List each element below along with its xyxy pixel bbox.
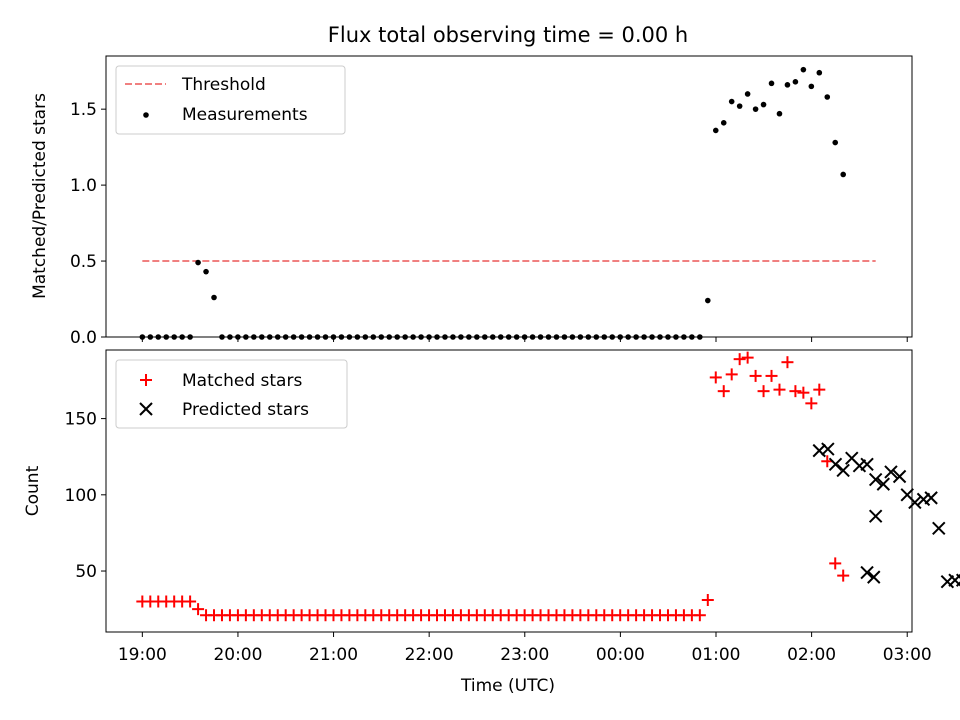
legend-measurements-label: Measurements: [182, 105, 308, 125]
x-tick-label: 03:00: [883, 645, 932, 665]
matched-star-point: [765, 369, 778, 382]
top-axes: 0.0 0.5 1.0 1.5 Matched/Predicted stars Thr…: [30, 55, 913, 348]
measurement-point: [792, 79, 799, 85]
predicted-star-point: [836, 463, 850, 478]
measurement-point: [808, 83, 815, 90]
predicted-star-point: [955, 573, 960, 587]
bottom-axes: 50 100 150 19:00 20:00 21:00 22:00 23:00 00:00 0…: [23, 349, 960, 665]
predicted-star-point: [821, 442, 835, 456]
legend-matched-label: Matched stars: [182, 371, 302, 391]
x-axis-label: Time (UTC): [460, 676, 555, 696]
bottom-x-ticks: 19:00 20:00 21:00 22:00 23:00 00:00 01:00 02:00…: [118, 632, 932, 665]
predicted-star-point: [876, 477, 891, 491]
measurement-point: [784, 82, 791, 88]
measurement-point: [752, 106, 759, 112]
top-y-axis-label: Matched/Predicted stars: [30, 93, 50, 299]
matched-star-point: [717, 385, 730, 398]
top-legend: Threshold Measurements: [115, 65, 346, 135]
legend-threshold-label: Threshold: [181, 75, 266, 95]
bottom-marks: [136, 351, 960, 622]
y-tick-label: 100: [65, 486, 97, 506]
legend-predicted-label: Predicted stars: [182, 400, 309, 420]
bottom-legend: Matched stars Predicted stars: [115, 359, 348, 429]
x-tick-label: 20:00: [213, 645, 262, 665]
matched-star-point: [757, 385, 770, 398]
matched-star-point: [192, 603, 205, 616]
measurement-point: [203, 268, 209, 275]
measurement-point: [195, 259, 201, 266]
y-tick-label: 0.5: [70, 252, 97, 272]
matched-star-point: [781, 356, 794, 369]
measurement-point: [712, 127, 719, 134]
matched-star-point: [797, 386, 810, 399]
predicted-star-point: [892, 469, 907, 484]
predicted-star-point: [860, 457, 874, 472]
y-tick-label: 1.5: [70, 100, 97, 120]
matched-star-point: [701, 593, 714, 606]
measurement-point: [744, 91, 751, 97]
bottom-legend-box: [115, 359, 348, 429]
matched-star-point: [805, 397, 818, 410]
x-tick-label: 02:00: [787, 645, 836, 665]
y-tick-label: 50: [75, 562, 97, 582]
bottom-y-ticks: 50 100 150: [65, 410, 106, 582]
matched-star-point: [733, 353, 746, 366]
figure-title: Flux total observing time = 0.00 h: [328, 23, 688, 47]
predicted-star-point: [932, 521, 946, 536]
matched-star-point: [709, 371, 722, 384]
measurement-point: [728, 98, 735, 105]
matched-star-point: [693, 609, 706, 622]
bottom-axes-frame: [105, 349, 913, 633]
matched-star-point: [749, 369, 762, 382]
matched-star-point: [829, 557, 842, 570]
y-tick-label: 1.0: [70, 176, 97, 196]
matched-star-point: [773, 383, 786, 396]
x-tick-label: 01:00: [691, 645, 740, 665]
x-tick-label: 19:00: [118, 645, 167, 665]
matched-legend-marker: [140, 374, 152, 386]
top-legend-box: [115, 65, 346, 135]
x-tick-label: 00:00: [596, 645, 645, 665]
matched-star-point: [184, 595, 197, 608]
top-y-ticks: 0.0 0.5 1.0 1.5: [70, 100, 106, 348]
measurement-point: [800, 66, 807, 73]
measurement-point: [705, 297, 711, 304]
matched-star-point: [789, 385, 802, 398]
measurement-point: [720, 120, 727, 126]
x-tick-label: 23:00: [500, 645, 549, 665]
predicted-star-point: [860, 565, 874, 580]
measurements-legend-marker: [143, 112, 149, 118]
top-axes-frame: [105, 55, 913, 338]
matched-star-point: [837, 569, 850, 582]
predicted-star-point: [884, 465, 898, 479]
predicted-legend-marker: [139, 402, 153, 416]
x-tick-label: 22:00: [405, 645, 454, 665]
predicted-star-point: [868, 509, 883, 523]
x-tick-label: 21:00: [309, 645, 358, 665]
predicted-star-point: [908, 495, 922, 510]
measurement-point: [832, 139, 839, 146]
measurement-point: [760, 101, 767, 108]
predicted-star-point: [867, 570, 881, 584]
bottom-y-axis-label: Count: [23, 465, 43, 516]
top-marks: [139, 66, 876, 340]
predicted-star-point: [868, 472, 883, 487]
measurement-point: [816, 69, 823, 76]
matched-star-point: [741, 351, 754, 364]
predicted-star-point: [924, 491, 938, 505]
measurement-point: [768, 80, 775, 87]
measurement-point: [824, 94, 831, 100]
measurement-point: [736, 103, 743, 109]
measurement-point: [840, 171, 846, 178]
measurement-point: [776, 110, 783, 117]
measurement-point: [211, 294, 217, 301]
matched-star-point: [725, 368, 738, 381]
y-tick-label: 150: [65, 410, 97, 430]
matched-star-point: [813, 383, 826, 396]
predicted-star-point: [828, 457, 843, 472]
y-tick-label: 0.0: [70, 328, 97, 348]
